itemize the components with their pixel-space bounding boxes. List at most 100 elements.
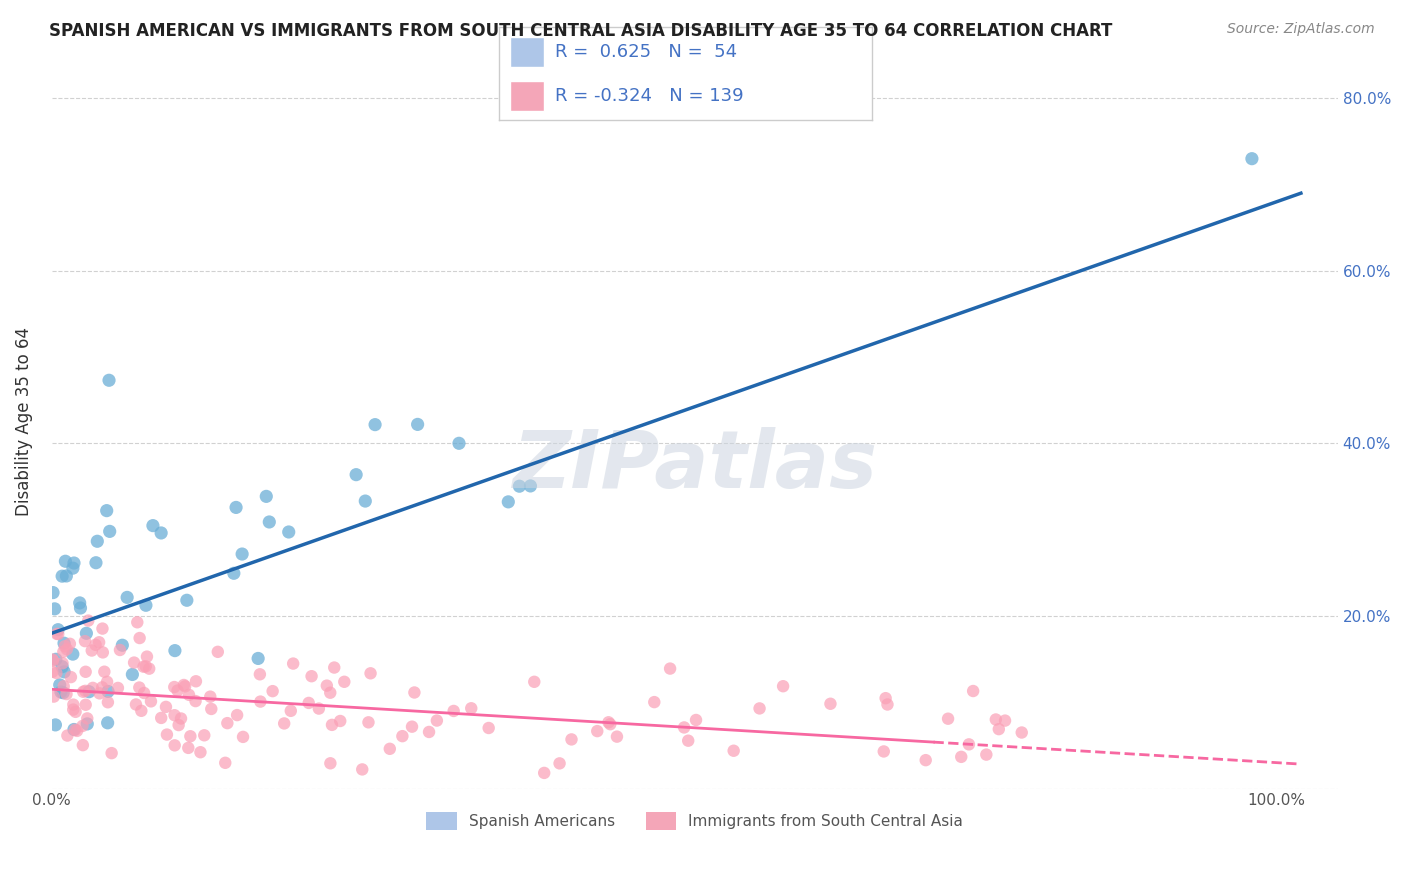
Point — [247, 651, 270, 665]
Point — [121, 667, 143, 681]
Point — [214, 756, 236, 770]
Point — [84, 638, 107, 652]
Point — [127, 615, 149, 630]
Point — [52, 686, 75, 700]
Point — [315, 679, 337, 693]
Point — [59, 637, 82, 651]
Point — [174, 679, 197, 693]
Point — [48, 678, 70, 692]
Point — [262, 684, 284, 698]
Point — [128, 681, 150, 695]
Point — [77, 684, 100, 698]
Point — [283, 657, 305, 671]
Point — [876, 698, 898, 712]
Point — [69, 601, 91, 615]
Point — [72, 719, 94, 733]
Point — [55, 687, 77, 701]
Point — [53, 636, 76, 650]
Point — [184, 694, 207, 708]
Point — [46, 627, 69, 641]
Point — [51, 657, 73, 671]
Point — [100, 746, 122, 760]
Point — [177, 688, 200, 702]
Point — [136, 649, 159, 664]
Point — [45, 627, 67, 641]
Point — [69, 596, 91, 610]
Point — [63, 723, 86, 737]
Point — [96, 674, 118, 689]
Point — [548, 756, 571, 771]
Point — [163, 643, 186, 657]
Point — [190, 745, 212, 759]
Point — [378, 741, 401, 756]
Point — [76, 717, 98, 731]
Point — [254, 489, 277, 503]
Point — [1240, 152, 1263, 166]
Point — [62, 703, 84, 717]
Point — [659, 662, 682, 676]
Point — [508, 479, 530, 493]
Point — [323, 660, 346, 674]
Point — [62, 561, 84, 575]
Point — [45, 665, 67, 680]
Point — [135, 659, 157, 673]
Point — [41, 665, 63, 679]
Point — [63, 723, 86, 737]
Point — [184, 674, 207, 689]
Point — [957, 737, 980, 751]
Point — [75, 665, 97, 679]
Point — [42, 585, 65, 599]
Point — [177, 740, 200, 755]
Point — [207, 645, 229, 659]
Point — [44, 602, 66, 616]
Point — [72, 685, 94, 699]
Point — [976, 747, 998, 762]
Point — [131, 704, 153, 718]
Point — [222, 566, 245, 581]
Point — [86, 534, 108, 549]
Point — [150, 711, 173, 725]
Point — [914, 753, 936, 767]
Point — [42, 654, 65, 668]
Point — [820, 697, 842, 711]
Point — [748, 701, 770, 715]
Point — [364, 417, 387, 432]
Point — [52, 645, 75, 659]
Point — [91, 645, 114, 659]
Point — [93, 665, 115, 679]
Point — [426, 714, 449, 728]
Point — [107, 681, 129, 695]
Point — [987, 722, 1010, 736]
Point — [443, 704, 465, 718]
Point — [150, 525, 173, 540]
Point — [249, 695, 271, 709]
Point — [319, 756, 342, 771]
Point — [173, 678, 195, 692]
Point — [75, 626, 97, 640]
Point — [599, 717, 621, 731]
Point — [354, 494, 377, 508]
Y-axis label: Disability Age 35 to 64: Disability Age 35 to 64 — [15, 327, 32, 516]
Point — [523, 674, 546, 689]
Point — [53, 665, 76, 679]
Point — [84, 556, 107, 570]
Point — [560, 732, 582, 747]
Point — [42, 690, 65, 704]
Point — [352, 763, 374, 777]
Point — [360, 666, 382, 681]
Point — [962, 684, 984, 698]
Point — [135, 599, 157, 613]
Point — [280, 704, 302, 718]
Legend: Spanish Americans, Immigrants from South Central Asia: Spanish Americans, Immigrants from South… — [420, 806, 969, 836]
Point — [132, 659, 155, 673]
Point — [56, 729, 79, 743]
Point — [950, 749, 973, 764]
Point — [59, 670, 82, 684]
Point — [406, 417, 429, 432]
Point — [984, 713, 1007, 727]
Point — [643, 695, 665, 709]
Text: R =  0.625   N =  54: R = 0.625 N = 54 — [555, 43, 737, 61]
Point — [65, 705, 87, 719]
Point — [606, 730, 628, 744]
Point — [66, 723, 89, 738]
